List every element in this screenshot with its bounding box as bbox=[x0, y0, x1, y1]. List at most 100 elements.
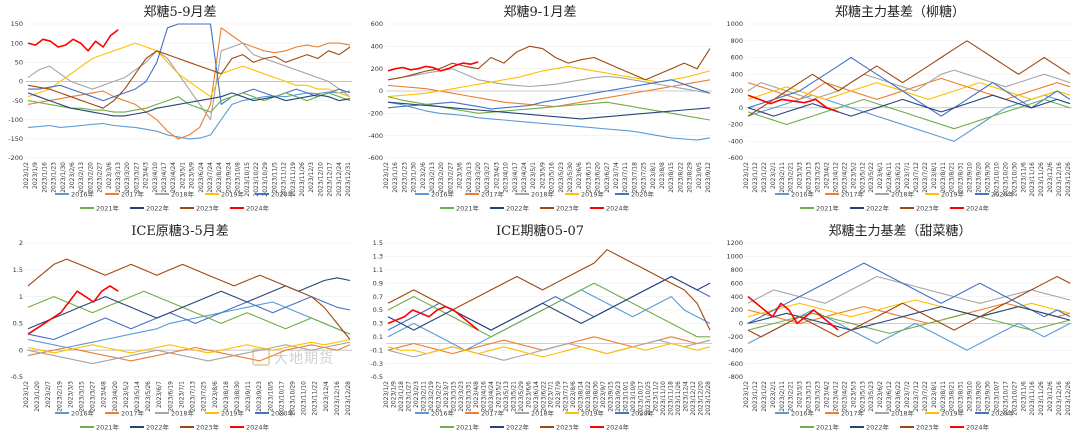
legend-label: 2019年 bbox=[941, 408, 965, 417]
y-tick-label: -200 bbox=[728, 121, 743, 129]
series-line-2018年 bbox=[747, 275, 1071, 304]
x-tick-label: 2023/1/27 bbox=[405, 381, 412, 412]
x-tick-label: 2023/8/30 bbox=[593, 381, 600, 412]
legend-label: 2024年 bbox=[606, 203, 630, 212]
y-tick-label: -400 bbox=[728, 346, 743, 354]
series-line-2024年 bbox=[747, 94, 839, 113]
x-tick-label: 2023/4/12 bbox=[832, 162, 839, 193]
x-tick-label: 2023/9/10 bbox=[967, 162, 974, 193]
y-tick-label: -400 bbox=[728, 137, 743, 145]
x-tick-label: 2023/2/6 bbox=[420, 162, 427, 189]
x-tick-label: 2023/2/11 bbox=[779, 381, 786, 412]
chart-title: 郑糖5-9月差 bbox=[144, 4, 217, 20]
series-line-2024年 bbox=[387, 305, 479, 331]
legend-label: 2022年 bbox=[146, 422, 170, 431]
x-tick-label: 2023/1/9 bbox=[390, 381, 397, 408]
x-tick-label: 2023/1/22 bbox=[761, 162, 768, 193]
legend-label: 2016年 bbox=[71, 189, 95, 198]
x-tick-label: 2023/6/20 bbox=[595, 162, 602, 193]
x-tick-label: 2023/4/2 bbox=[824, 162, 831, 189]
x-tick-label: 2023/4/22 bbox=[841, 381, 848, 412]
x-tick-label: 2023/9/7 bbox=[600, 381, 607, 408]
x-tick-label: 2023/1/12 bbox=[752, 381, 759, 412]
x-tick-label: 2023/8/8 bbox=[659, 162, 666, 189]
x-tick-label: 2023/12/28 bbox=[345, 381, 352, 416]
y-tick-label: -800 bbox=[728, 373, 743, 381]
y-tick-label: 1.3 bbox=[373, 253, 383, 261]
watermark: 大地期货 bbox=[252, 348, 334, 368]
y-tick-label: 1.5 bbox=[13, 266, 23, 274]
series-line-2020年 bbox=[387, 79, 711, 110]
x-tick-label: 2023/3/7 bbox=[443, 381, 450, 408]
chart-title: 郑糖9-1月差 bbox=[504, 4, 577, 20]
x-tick-label: 2023/7/1 bbox=[548, 381, 555, 408]
y-tick-label: 0 bbox=[379, 87, 383, 95]
y-tick-label: -200 bbox=[368, 110, 383, 118]
x-tick-label: 2023/1/9 bbox=[32, 162, 39, 189]
x-tick-label: 2023/11/26 bbox=[299, 162, 306, 197]
y-tick-label: 0.5 bbox=[13, 320, 23, 328]
x-tick-label: 2023/4/16 bbox=[480, 381, 487, 412]
x-tick-label: 2023/3/6 bbox=[106, 162, 113, 189]
x-tick-label: 2023/1/2 bbox=[743, 381, 750, 408]
series-line-2017年 bbox=[27, 27, 351, 140]
legend-label: 2018年 bbox=[891, 408, 915, 417]
x-tick-label: 2023/5/23 bbox=[868, 381, 875, 412]
x-tick-label: 2023/8/15 bbox=[668, 162, 675, 193]
legend-label: 2020年 bbox=[991, 408, 1015, 417]
y-tick-label: -600 bbox=[368, 154, 383, 162]
x-tick-label: 2023/8/1 bbox=[931, 162, 938, 189]
x-tick-label: 2023/9/15 bbox=[608, 381, 615, 412]
series-line-2016年 bbox=[387, 101, 711, 141]
x-tick-label: 2023/6/2 bbox=[877, 381, 884, 408]
x-tick-label: 2023/2/1 bbox=[770, 381, 777, 408]
x-tick-label: 2023/5/1 bbox=[179, 162, 186, 189]
series-line-2019年 bbox=[27, 338, 351, 354]
series-line-2019年 bbox=[747, 82, 1071, 100]
x-tick-label: 2023/2/20 bbox=[438, 162, 445, 193]
x-tick-label: 2023/6/11 bbox=[886, 162, 893, 193]
x-tick-label: 2023/2/27 bbox=[435, 381, 442, 412]
legend-label: 2019年 bbox=[221, 408, 245, 417]
x-tick-label: 2023/9/24 bbox=[225, 162, 232, 193]
x-tick-label: 2023/12/4 bbox=[683, 381, 690, 412]
x-tick-label: 2023/10/29 bbox=[289, 381, 296, 416]
legend-label: 2022年 bbox=[866, 422, 890, 431]
y-tick-label: 1000 bbox=[726, 20, 743, 28]
x-tick-label: 2023/11/10 bbox=[660, 381, 667, 416]
x-tick-label: 2023/3/27 bbox=[484, 162, 491, 193]
x-tick-label: 2023/7/4 bbox=[613, 162, 620, 189]
y-tick-label: 1000 bbox=[726, 253, 743, 261]
legend-label: 2016年 bbox=[431, 189, 455, 198]
x-tick-label: 2023/10/1 bbox=[623, 381, 630, 412]
chart-panel-5: ICE期糖05-07 -0.5 -0.3 -0.1 0.1 0.3 0.5 0.7 0.9 1.1… bbox=[360, 219, 720, 438]
y-tick-label: 600 bbox=[731, 54, 743, 62]
x-tick-label: 2023/8/21 bbox=[949, 381, 956, 412]
series-line-2023年 bbox=[387, 45, 711, 81]
x-tick-label: 2023/4/22 bbox=[841, 162, 848, 193]
y-tick-label: -0.5 bbox=[10, 373, 23, 381]
x-tick-label: 2023/1/20 bbox=[34, 381, 41, 412]
x-tick-label: 2023/8/22 bbox=[677, 162, 684, 193]
legend-label: 2020年 bbox=[631, 189, 655, 198]
y-tick-label: -150 bbox=[8, 135, 23, 143]
chart-svg-5: ICE期糖05-07 -0.5 -0.3 -0.1 0.1 0.3 0.5 0.7 0.9 1.1… bbox=[370, 223, 712, 431]
x-tick-label: 2023/5/2 bbox=[850, 162, 857, 189]
y-tick-label: 200 bbox=[371, 65, 383, 73]
x-tick-label: 2023/3/13 bbox=[115, 162, 122, 193]
y-tick-label: 0 bbox=[739, 104, 743, 112]
x-tick-label: 2023/12/16 bbox=[1056, 162, 1063, 197]
series-line-2017年 bbox=[387, 79, 711, 108]
legend-label: 2019年 bbox=[221, 189, 245, 198]
x-tick-label: 2023/1/16 bbox=[41, 162, 48, 193]
x-tick-label: 2023/5/1 bbox=[530, 162, 537, 189]
x-tick-label: 2023/7/25 bbox=[201, 381, 208, 412]
x-tick-label: 2023/5/3 bbox=[850, 381, 857, 408]
x-tick-label: 2023/4/24 bbox=[521, 162, 528, 193]
x-tick-label: 2023/11/6 bbox=[1020, 162, 1027, 193]
series-line-2022年 bbox=[387, 101, 711, 120]
y-tick-label: -200 bbox=[728, 333, 743, 341]
y-tick-label: 200 bbox=[731, 87, 743, 95]
x-tick-label: 2023/6/13 bbox=[585, 162, 592, 193]
x-tick-label: 2023/2/21 bbox=[788, 162, 795, 193]
